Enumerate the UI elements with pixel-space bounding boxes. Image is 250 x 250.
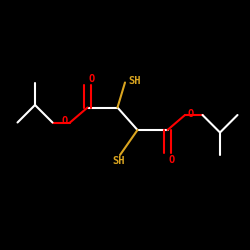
Text: O: O	[89, 74, 95, 84]
Text: O: O	[61, 116, 68, 126]
Text: O: O	[188, 109, 194, 119]
Text: SH: SH	[112, 156, 125, 166]
Text: O: O	[169, 155, 175, 165]
Text: SH: SH	[129, 76, 141, 86]
